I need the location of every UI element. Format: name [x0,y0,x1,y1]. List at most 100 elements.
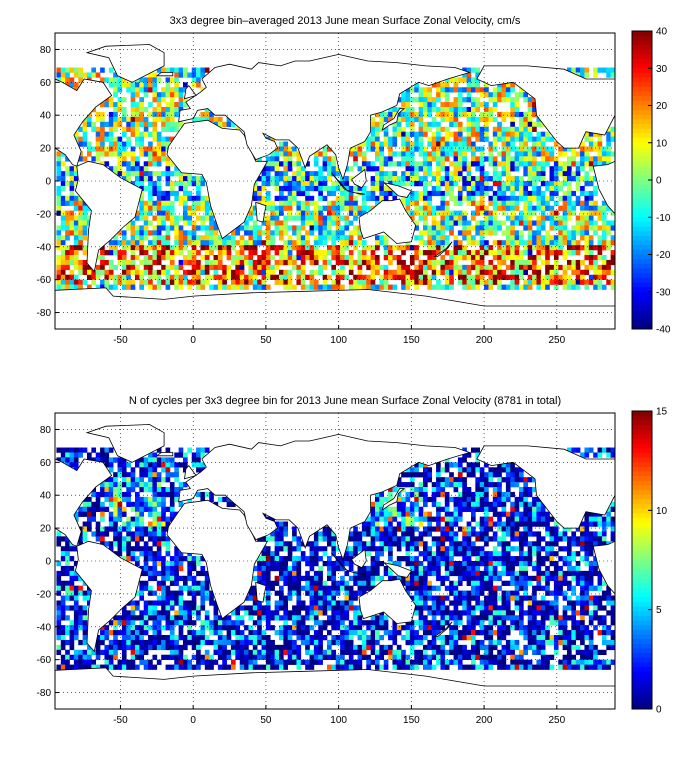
data-cell [348,639,354,646]
data-cell [213,245,219,251]
data-cell [287,205,293,211]
data-cell [191,561,197,567]
data-cell [287,551,293,557]
data-cell [261,556,267,562]
data-cell [222,274,227,280]
data-cell [265,600,271,606]
data-cell [353,526,358,532]
data-cell [305,575,310,582]
data-cell [497,274,502,280]
data-cell [196,77,201,83]
data-cell [287,190,293,197]
data-cell [309,635,315,641]
data-cell [204,649,210,656]
data-cell [593,161,598,167]
data-cell [139,116,145,123]
data-cell [418,107,424,113]
data-cell [501,82,507,88]
data-cell [505,240,511,246]
data-cell [505,131,511,137]
data-cell [270,654,275,660]
data-cell [156,447,162,453]
data-cell [453,121,459,128]
data-cell [562,225,568,231]
data-cell [274,575,280,582]
data-cell [108,457,114,463]
data-cell [78,141,83,147]
data-cell [584,264,590,271]
data-cell [322,264,328,271]
data-cell [95,521,101,527]
data-cell [248,635,254,641]
data-cell [174,240,179,246]
data-cell [209,284,214,290]
data-cell [300,284,306,290]
data-cell [418,259,424,266]
data-cell [183,87,188,93]
data-cell [361,521,367,527]
data-cell [588,195,594,202]
data-cell [200,205,206,211]
data-cell [108,82,114,88]
data-cell [527,279,533,285]
colorbar-swatch [632,54,652,60]
data-cell [139,531,145,537]
data-cell [353,531,358,537]
data-cell [405,240,411,246]
data-cell [161,561,166,567]
data-cell [82,615,88,621]
data-cell [78,215,83,221]
data-cell [375,136,380,142]
data-cell [375,111,380,118]
data-cell [121,264,127,271]
data-cell [575,67,581,73]
data-cell [527,121,533,128]
data-cell [139,102,145,108]
data-cell [479,195,485,202]
data-cell [148,200,153,206]
data-cell [73,630,79,636]
data-cell [143,600,149,606]
data-cell [331,255,337,261]
data-cell [335,284,341,290]
data-cell [348,146,354,152]
data-cell [414,146,419,152]
data-cell [567,171,572,177]
data-cell [104,635,110,641]
data-cell [523,156,529,162]
data-cell [348,190,354,197]
data-cell [156,235,162,241]
data-cell [174,570,179,577]
data-cell [300,551,306,557]
data-cell [562,279,568,285]
data-cell [471,215,476,221]
data-cell [331,595,337,601]
data-cell [484,171,489,177]
data-cell [143,496,149,503]
data-cell [265,561,271,567]
data-cell [69,171,75,177]
data-cell [239,615,245,621]
data-cell [130,245,136,251]
data-cell [584,269,590,276]
data-cell [104,131,110,137]
data-cell [444,116,450,123]
data-cell [174,565,179,572]
data-cell [292,620,297,626]
data-cell [174,67,179,73]
data-cell [178,235,184,241]
data-cell [152,477,158,483]
data-cell [165,181,171,187]
data-cell [191,195,197,202]
data-cell [331,546,337,552]
data-cell [239,644,245,651]
data-cell [270,210,275,216]
data-cell [56,580,62,586]
data-cell [169,190,175,197]
data-cell [226,116,232,123]
data-cell [497,279,502,285]
data-cell [139,82,145,88]
data-cell [340,575,345,582]
data-cell [309,181,315,187]
data-cell [466,111,472,118]
